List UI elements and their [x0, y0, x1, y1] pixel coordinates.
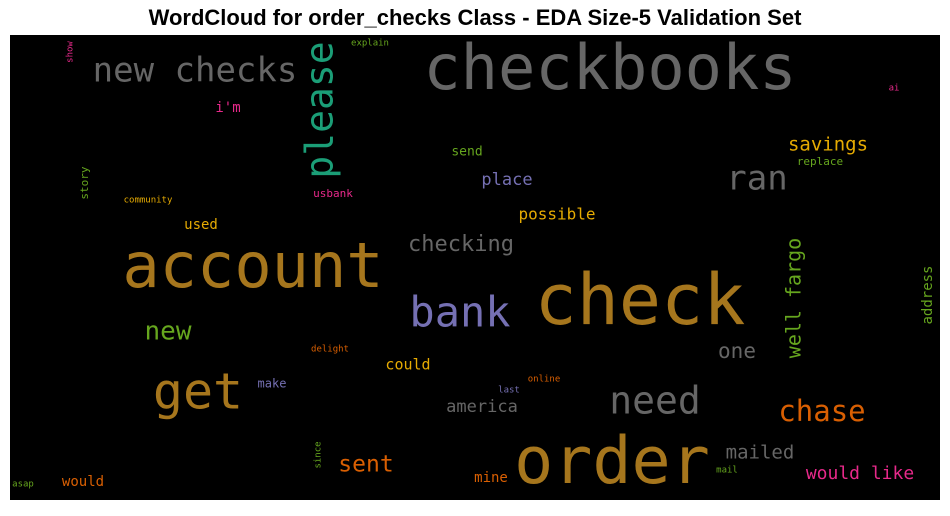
- word: since: [314, 441, 324, 468]
- word: one: [718, 339, 756, 363]
- word: i'm: [215, 100, 240, 116]
- word: well fargo: [782, 238, 806, 358]
- word: order: [514, 424, 710, 499]
- chart-title: WordCloud for order_checks Class - EDA S…: [149, 5, 802, 30]
- word: checking: [408, 232, 514, 257]
- word: sent: [338, 452, 393, 478]
- word: could: [385, 356, 430, 374]
- word: ran: [726, 159, 787, 199]
- word: address: [920, 265, 936, 324]
- word: replace: [797, 155, 843, 168]
- word: place: [481, 170, 532, 190]
- word: explain: [351, 39, 389, 49]
- word: mailed: [726, 442, 795, 464]
- word: account: [122, 229, 383, 302]
- word: online: [528, 375, 561, 385]
- word: mine: [474, 470, 508, 486]
- word: bank: [409, 288, 510, 337]
- word: show: [66, 41, 76, 63]
- cloud-background: [10, 35, 940, 500]
- word: new: [145, 317, 192, 347]
- word: would: [62, 474, 104, 490]
- word: story: [78, 166, 91, 199]
- word: please: [298, 41, 342, 178]
- word: get: [153, 363, 243, 421]
- word: chase: [778, 394, 865, 428]
- word: make: [258, 377, 287, 391]
- word: savings: [788, 134, 868, 156]
- word: need: [609, 379, 701, 423]
- word: mail: [716, 466, 738, 476]
- word: checkbooks: [423, 31, 796, 104]
- word: possible: [518, 205, 595, 224]
- word: community: [124, 196, 173, 206]
- word: new checks: [93, 51, 298, 91]
- word: usbank: [313, 187, 353, 200]
- word: delight: [311, 345, 349, 355]
- word: asap: [12, 480, 34, 490]
- word: would like: [806, 463, 914, 484]
- word: ai: [889, 84, 900, 94]
- word: check: [535, 259, 746, 341]
- word: last: [498, 386, 520, 396]
- word: used: [184, 217, 218, 233]
- word: america: [446, 397, 518, 417]
- word: send: [451, 145, 482, 160]
